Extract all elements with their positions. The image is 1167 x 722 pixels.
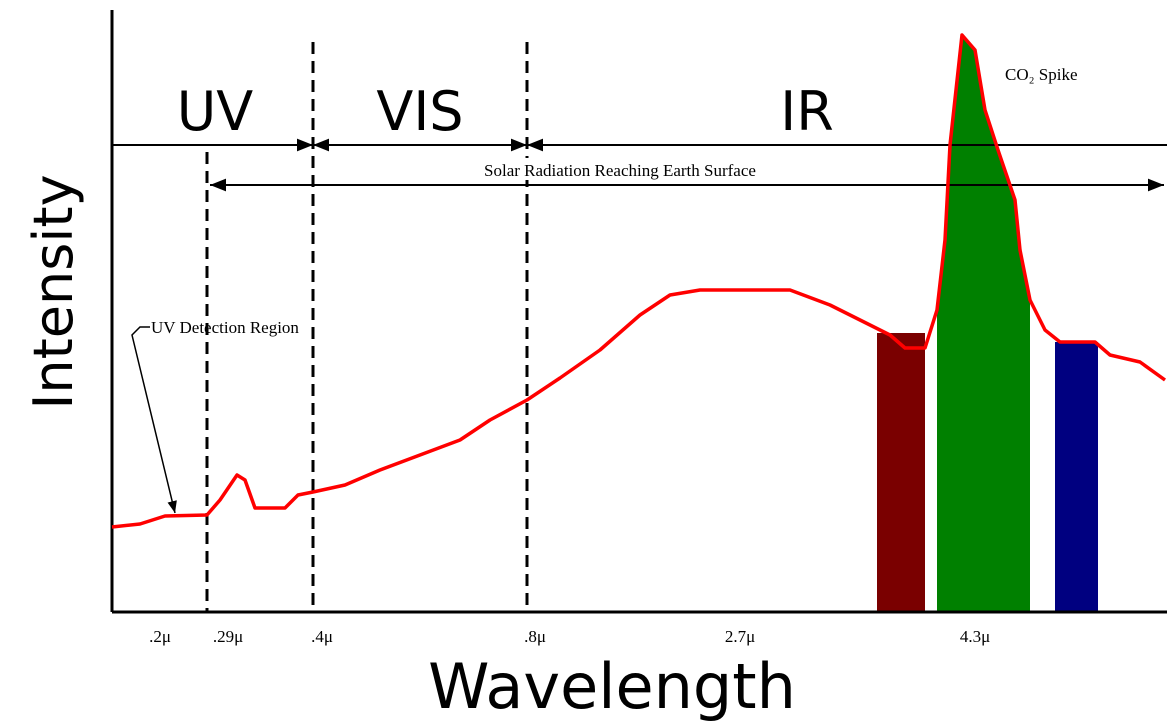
label-backdrop — [360, 158, 880, 180]
band-blue — [1055, 342, 1098, 612]
tick-label: .2μ — [149, 627, 171, 646]
tick-label: .29μ — [213, 627, 243, 646]
tick-label: .8μ — [524, 627, 546, 646]
separators — [205, 42, 529, 612]
spectrum-curve — [111, 33, 1167, 529]
tick-label: 4.3μ — [960, 627, 990, 646]
region-label: IR — [780, 80, 833, 143]
boundary-arrows — [210, 138, 1164, 192]
x-axis-label: Wavelength — [428, 650, 796, 722]
region-label: UV — [177, 80, 254, 143]
tick-label: .4μ — [311, 627, 333, 646]
y-axis-label: Intensity — [22, 174, 85, 409]
tick-label: 2.7μ — [725, 627, 755, 646]
spike-label: CO₂ Spike — [1005, 65, 1078, 84]
tick-labels: .2μ .29μ .4μ .8μ 2.7μ 4.3μ — [149, 627, 990, 646]
detection-pointer — [131, 326, 177, 514]
region-label: VIS — [376, 80, 463, 143]
band-dark-red — [877, 333, 925, 612]
detection-label: UV Detection Region — [151, 318, 299, 337]
solar-label: Solar Radiation Reaching Earth Surface — [484, 161, 756, 180]
